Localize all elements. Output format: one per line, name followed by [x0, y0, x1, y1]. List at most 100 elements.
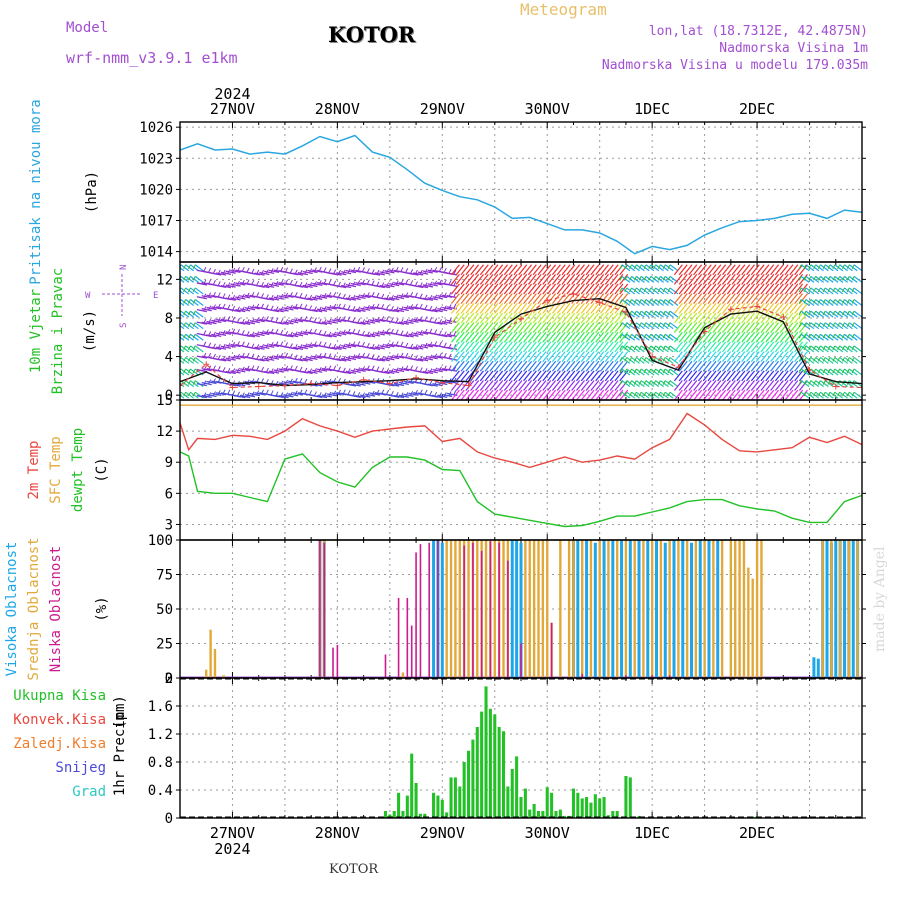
wind-barb — [278, 308, 289, 312]
wind-barb-tick — [648, 310, 652, 316]
wind-barb — [571, 351, 581, 362]
wind-barb — [211, 306, 222, 310]
wind-barb — [185, 333, 194, 341]
wind-barb — [403, 334, 414, 338]
wind-barb — [220, 370, 232, 374]
wind-barb-tick — [187, 380, 191, 385]
wind-barb — [283, 394, 294, 398]
wind-barb-tick — [232, 267, 236, 273]
wind-barb-tick — [667, 391, 671, 397]
wind-barb — [697, 264, 707, 276]
wind-barb — [848, 322, 858, 330]
wind-barb-tick — [822, 276, 826, 281]
wind-barb — [621, 368, 631, 376]
wind-barb-tick — [192, 264, 196, 270]
wind-barb — [513, 293, 523, 305]
wind-barb-tick — [643, 368, 647, 374]
wind-barb-tick — [280, 380, 284, 386]
wind-barb-tick — [803, 276, 807, 281]
wind-barb — [479, 264, 489, 276]
wind-barb — [460, 370, 470, 382]
wind-barb — [640, 333, 650, 341]
wind-barb — [220, 271, 232, 275]
wind-barb — [712, 331, 722, 343]
wind-barb — [278, 368, 289, 372]
wind-barb — [669, 299, 679, 307]
wind-barb — [853, 391, 862, 399]
wind-barb — [829, 275, 839, 283]
wind-barb-tick — [323, 267, 327, 272]
precip-bar — [453, 777, 457, 818]
wind-barb — [824, 345, 834, 353]
wind-barb — [631, 356, 640, 364]
wind-barb — [230, 356, 241, 360]
wind-barb-tick — [619, 322, 623, 327]
wind-barb-tick — [822, 264, 826, 270]
wind-barb — [640, 264, 650, 272]
wind-barb — [499, 331, 508, 343]
mid-cloud-bar — [524, 540, 527, 678]
precip-bars — [383, 686, 759, 818]
wind-barb — [379, 345, 390, 349]
wind-barb — [774, 312, 784, 324]
wind-barb — [561, 302, 571, 314]
wind-barb — [669, 380, 679, 388]
wind-barb-tick — [246, 342, 250, 347]
wind-barb-tick — [842, 345, 845, 351]
wind-barb — [494, 302, 504, 314]
wind-barb — [590, 331, 600, 343]
wind-barb — [460, 360, 470, 372]
wind-barb — [460, 293, 470, 305]
wind-barb-tick — [434, 280, 438, 286]
wind-barb-tick — [832, 322, 836, 327]
wind-barb — [244, 394, 256, 398]
wind-barb-tick — [227, 316, 231, 321]
wind-barb-tick — [381, 293, 385, 299]
mid-cloud-bar — [734, 540, 737, 678]
wind-barb-tick — [633, 345, 637, 351]
wind-barb — [355, 368, 366, 372]
wind-barb — [800, 333, 810, 341]
wind-barb — [288, 346, 299, 350]
wind-barb — [230, 309, 241, 313]
wind-barb — [566, 370, 576, 382]
wind-barb — [800, 368, 810, 376]
wind-barb — [722, 331, 731, 343]
wind-barb — [631, 333, 640, 341]
wind-barb — [220, 345, 232, 349]
wind-barb — [697, 360, 707, 372]
wind-barb — [474, 370, 484, 382]
wind-barb — [312, 296, 323, 300]
precip-bar — [554, 811, 558, 818]
wind-barb-tick — [275, 353, 279, 359]
wind-barb — [789, 293, 799, 305]
wind-barb — [829, 333, 839, 341]
wind-barb-tick — [434, 318, 438, 323]
wind-barb — [215, 392, 227, 396]
wind-barb — [288, 380, 299, 384]
wind-barb — [760, 380, 770, 391]
mid-cloud-bar — [532, 540, 536, 678]
precip-bar — [488, 708, 492, 818]
wind-barb — [784, 273, 794, 285]
wind-barb-tick — [837, 287, 841, 293]
wind-barb — [688, 331, 698, 343]
wind-barb — [736, 322, 746, 333]
wind-barb-tick — [657, 310, 661, 316]
wind-barb — [413, 272, 424, 276]
precip-ytick-label: 0.4 — [148, 783, 173, 799]
wind-barb — [805, 287, 815, 295]
wind-barb — [225, 357, 236, 361]
wind-barb — [365, 306, 376, 310]
wind-barb-tick — [832, 368, 836, 374]
wind-barb-tick — [817, 368, 821, 374]
wind-barb-tick — [256, 365, 260, 371]
wind-barb — [341, 370, 352, 375]
pressure-ylabel: Pritisak na nivou mora — [28, 99, 44, 284]
wind-barb — [494, 341, 504, 353]
wind-barb — [537, 273, 547, 285]
wind-barb — [755, 293, 765, 305]
wind-barb — [829, 368, 839, 376]
wind-barb — [834, 356, 844, 364]
wind-barb — [645, 287, 655, 295]
